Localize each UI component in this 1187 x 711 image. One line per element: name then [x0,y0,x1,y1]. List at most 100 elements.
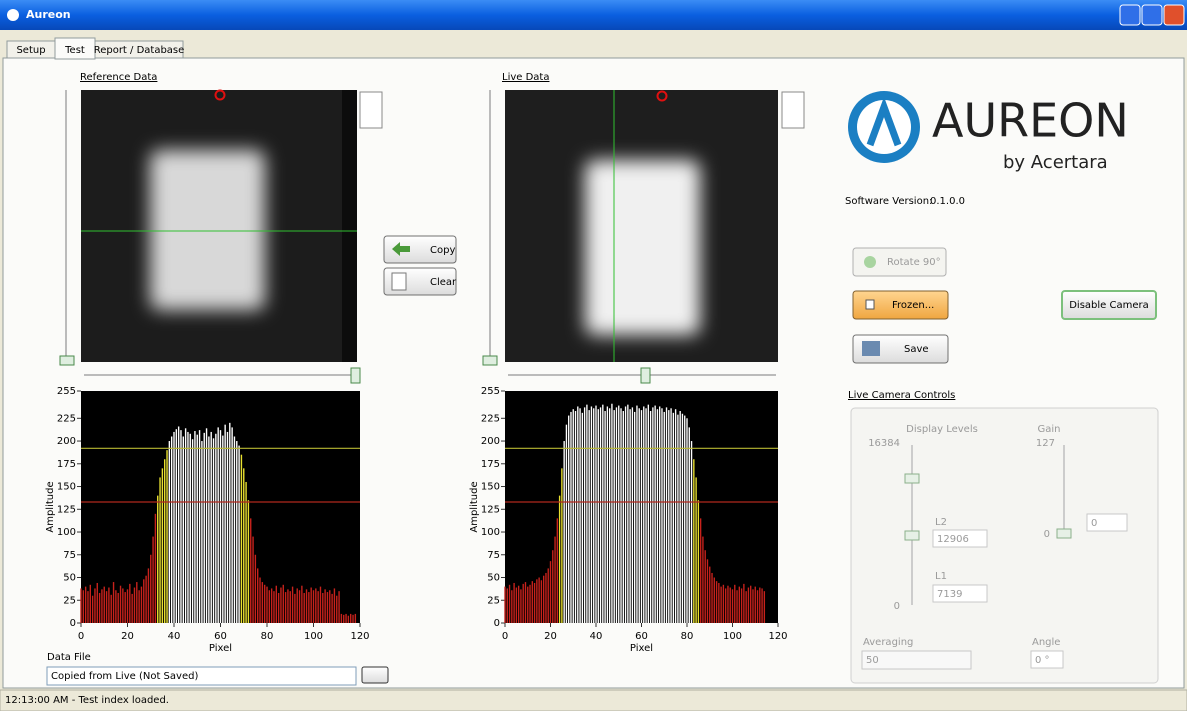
gain-max: 127 [1036,438,1055,449]
bar [255,555,256,623]
bar [593,408,594,623]
bar [152,537,153,623]
angle-label: Angle [1032,637,1060,648]
bar [673,413,674,623]
bar [668,410,669,623]
status-text: 12:13:00 AM - Test index loaded. [5,695,169,706]
x-tick-label: 80 [681,631,694,642]
pause-icon [866,300,874,309]
bar [294,594,295,623]
bar [629,409,630,623]
window-title: Aureon [26,8,71,21]
bar [171,436,172,623]
bar [317,591,318,623]
bar [670,408,671,623]
bar [173,432,174,623]
x-tick-label: 120 [350,631,369,642]
bar [343,615,344,623]
browse-button[interactable] [362,667,388,683]
bar [554,537,555,623]
bar [348,616,349,623]
bar [308,592,309,623]
software-version: 0.1.0.0 [930,196,965,207]
gain-label: Gain [1038,424,1061,435]
bar [575,411,576,623]
bar [115,590,116,623]
bar [204,433,205,623]
bar [187,432,188,623]
bar [566,425,567,623]
bar [720,587,721,623]
bar [324,589,325,623]
slider-thumb[interactable] [483,356,497,365]
zoom-tool[interactable] [360,92,382,128]
l1-thumb[interactable] [905,531,919,540]
x-tick-label: 20 [544,631,557,642]
bar [285,592,286,623]
bar [194,431,195,623]
bar [563,441,564,623]
rotate-icon [864,256,876,268]
bar [297,588,298,623]
zoom-tool[interactable] [782,92,804,128]
bar [199,430,200,623]
data-file-label: Data File [47,652,91,663]
bar [513,583,514,623]
bar [661,408,662,623]
bar [87,591,88,623]
clear-label: Clear [430,277,457,288]
bar [292,587,293,623]
bar [211,432,212,623]
bar [257,568,258,623]
maximize-button[interactable] [1142,5,1162,25]
slider-thumb[interactable] [60,356,74,365]
y-tick-label: 50 [487,573,500,584]
bar [106,591,107,623]
bar [718,583,719,623]
gain-thumb[interactable] [1057,529,1071,538]
bar [169,441,170,623]
bar [315,588,316,623]
gain-min: 0 [1044,529,1050,540]
bar [730,588,731,623]
bar [220,430,221,623]
bar [136,582,137,623]
save-label: Save [904,344,929,355]
close-button[interactable] [1164,5,1184,25]
bar [739,587,740,623]
bar [755,587,756,623]
y-tick-label: 150 [481,482,500,493]
bar [734,585,735,623]
bar [702,537,703,623]
bar [695,477,696,623]
bar [698,500,699,623]
bar [743,584,744,623]
bar [557,518,558,623]
bar [227,432,228,623]
bar [238,446,239,623]
bar [543,576,544,623]
slider-thumb[interactable] [351,368,360,383]
bar [679,411,680,623]
bar [266,587,267,623]
bar [654,406,655,623]
bar [278,593,279,623]
bar [138,590,139,623]
bar [104,587,105,623]
bar [748,588,749,623]
bar [759,588,760,623]
app-window: Aureon SetupTestReport / Database Refere… [0,0,1187,711]
bar [618,406,619,623]
slider-thumb[interactable] [641,368,650,383]
l2-thumb[interactable] [905,474,919,483]
y-tick-label: 25 [487,595,500,606]
bar [677,415,678,623]
y-tick-label: 175 [57,459,76,470]
bar [588,410,589,623]
y-tick-label: 50 [63,573,76,584]
minimize-button[interactable] [1120,5,1140,25]
bar [552,550,553,623]
bar [523,584,524,623]
bar [129,584,130,623]
y-tick-label: 100 [57,527,76,538]
